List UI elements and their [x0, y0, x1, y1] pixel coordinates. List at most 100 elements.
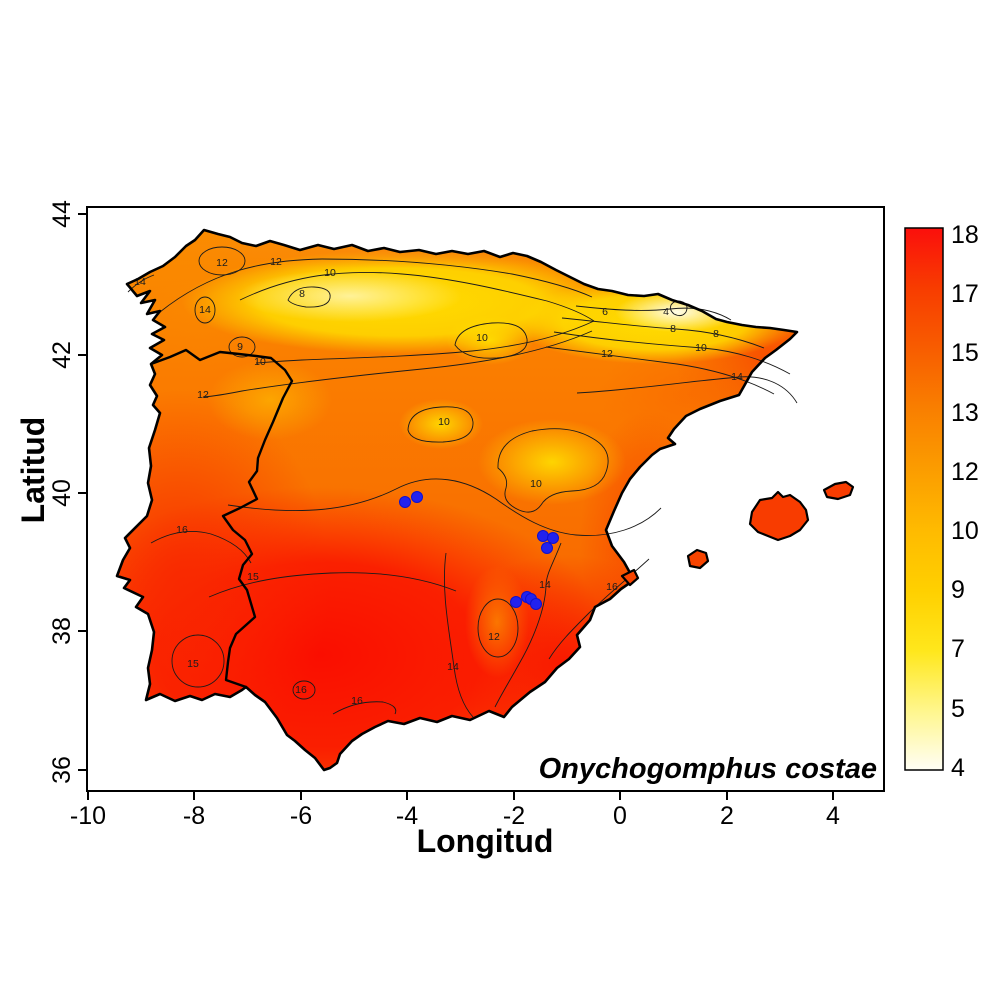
heat-spot-sw-red: [117, 390, 330, 770]
y-tick-label: 44: [48, 200, 76, 228]
heat-spot-se-red: [430, 555, 700, 770]
contour-label: 16: [295, 684, 307, 696]
occurrence-point: [547, 532, 559, 544]
contour-label: 9: [237, 341, 243, 353]
occurrence-point: [411, 491, 423, 503]
contour-label: 14: [447, 661, 459, 673]
island-formentera: [620, 568, 640, 587]
occurrence-points: [399, 491, 559, 610]
contour-line: [202, 330, 593, 398]
colorbar-label: 4: [951, 754, 965, 782]
contour-labels: 12 14 14 9 12 10 8 10 12 10 6 4 8 8 10 1…: [134, 256, 789, 707]
heat-band-north-pale: [238, 270, 462, 322]
contour-label: 16: [351, 695, 363, 707]
x-tick-label: -2: [503, 802, 525, 830]
contour-line: [127, 274, 155, 293]
contour-label: 10: [254, 356, 266, 368]
contour-line: [292, 680, 316, 700]
heat-spot-upper-ebro: [446, 315, 534, 365]
y-axis-title: Latitud: [15, 417, 51, 524]
colorbar-label: 18: [951, 221, 979, 249]
balearic-islands: [620, 480, 855, 587]
island-menorca: [822, 480, 855, 501]
x-tick-label: -8: [183, 802, 205, 830]
x-axis-title: Longitud: [417, 823, 554, 859]
colorbar-label: 9: [951, 576, 965, 604]
contour-label: 10: [476, 332, 488, 344]
contour-line: [171, 634, 225, 688]
contour-label: 15: [187, 658, 199, 670]
contour-line: [239, 271, 595, 322]
contour-line: [477, 598, 519, 658]
colorbar-label: 15: [951, 339, 979, 367]
contour-line: [150, 531, 252, 564]
contour-label: 14: [199, 304, 211, 316]
contour-label: 14: [539, 579, 551, 591]
colorbar-label: 7: [951, 635, 965, 663]
contour-label: 8: [670, 323, 676, 335]
heat-spot-pyrenees-pale: [615, 292, 739, 332]
colorbar-gradient: [904, 227, 944, 771]
portugal-spain-border: [150, 348, 294, 689]
colorbar-label: 5: [951, 695, 965, 723]
contour-line: [497, 428, 609, 513]
contour-label: 12: [197, 389, 209, 401]
contour-line: [198, 246, 246, 276]
x-tick-label: -6: [290, 802, 312, 830]
contour-line: [332, 701, 397, 715]
island-ibiza: [686, 548, 710, 570]
contour-label: 16: [176, 524, 188, 536]
heat-spot-inner-valencia: [465, 566, 529, 678]
contour-lines: [127, 246, 798, 718]
contour-label: 15: [247, 571, 259, 583]
colorbar-label: 17: [951, 280, 979, 308]
plot-box: [86, 206, 885, 792]
contour-line: [444, 552, 474, 718]
contour-line: [227, 478, 662, 536]
contour-label: 8: [713, 328, 719, 340]
x-tick-label: 4: [826, 802, 840, 830]
y-tick-label: 42: [48, 341, 76, 369]
x-tick-label: 2: [720, 802, 734, 830]
island-mallorca: [748, 490, 810, 542]
colorbar-label: 12: [951, 458, 979, 486]
contour-label: 4: [663, 306, 669, 318]
x-tick-label: -4: [396, 802, 418, 830]
x-axis: [87, 791, 834, 800]
contour-line: [494, 542, 562, 708]
contour-line: [576, 376, 798, 404]
contour-label: 6: [602, 306, 608, 318]
y-tick-label: 38: [48, 617, 76, 645]
x-tick-label: -10: [70, 802, 106, 830]
contour-label: 10: [324, 267, 336, 279]
y-axis: [78, 213, 87, 771]
contour-label: 12: [601, 348, 613, 360]
colorbar-label: 10: [951, 517, 979, 545]
contour-line: [194, 296, 216, 324]
iberia-coastline: [115, 228, 799, 772]
heat-spot-north-portugal: [208, 360, 332, 440]
x-tick-labels: -10 -8 -6 -4 -2 0 2 4: [70, 802, 840, 830]
contour-line: [287, 286, 331, 308]
x-tick-label: 0: [613, 802, 627, 830]
occurrence-point: [541, 542, 553, 554]
species-label: Onychogomphus costae: [539, 753, 877, 785]
y-tick-labels: 44 42 40 38 36: [48, 200, 76, 784]
colorbar-label: 13: [951, 399, 979, 427]
contour-line: [454, 322, 528, 359]
contour-label: 10: [438, 416, 450, 428]
contour-label: 12: [216, 257, 228, 269]
contour-label: 12: [488, 631, 500, 643]
contour-line: [228, 336, 256, 358]
contour-line: [545, 346, 775, 395]
y-tick-label: 36: [48, 756, 76, 784]
contour-label: 14: [134, 276, 146, 288]
contour-line: [159, 258, 593, 313]
occurrence-point: [510, 596, 522, 608]
contour-line: [575, 305, 732, 321]
contour-line: [255, 320, 595, 364]
contour-line: [407, 406, 474, 443]
contour-label: 16: [606, 581, 618, 593]
contour-label: 8: [299, 288, 305, 300]
